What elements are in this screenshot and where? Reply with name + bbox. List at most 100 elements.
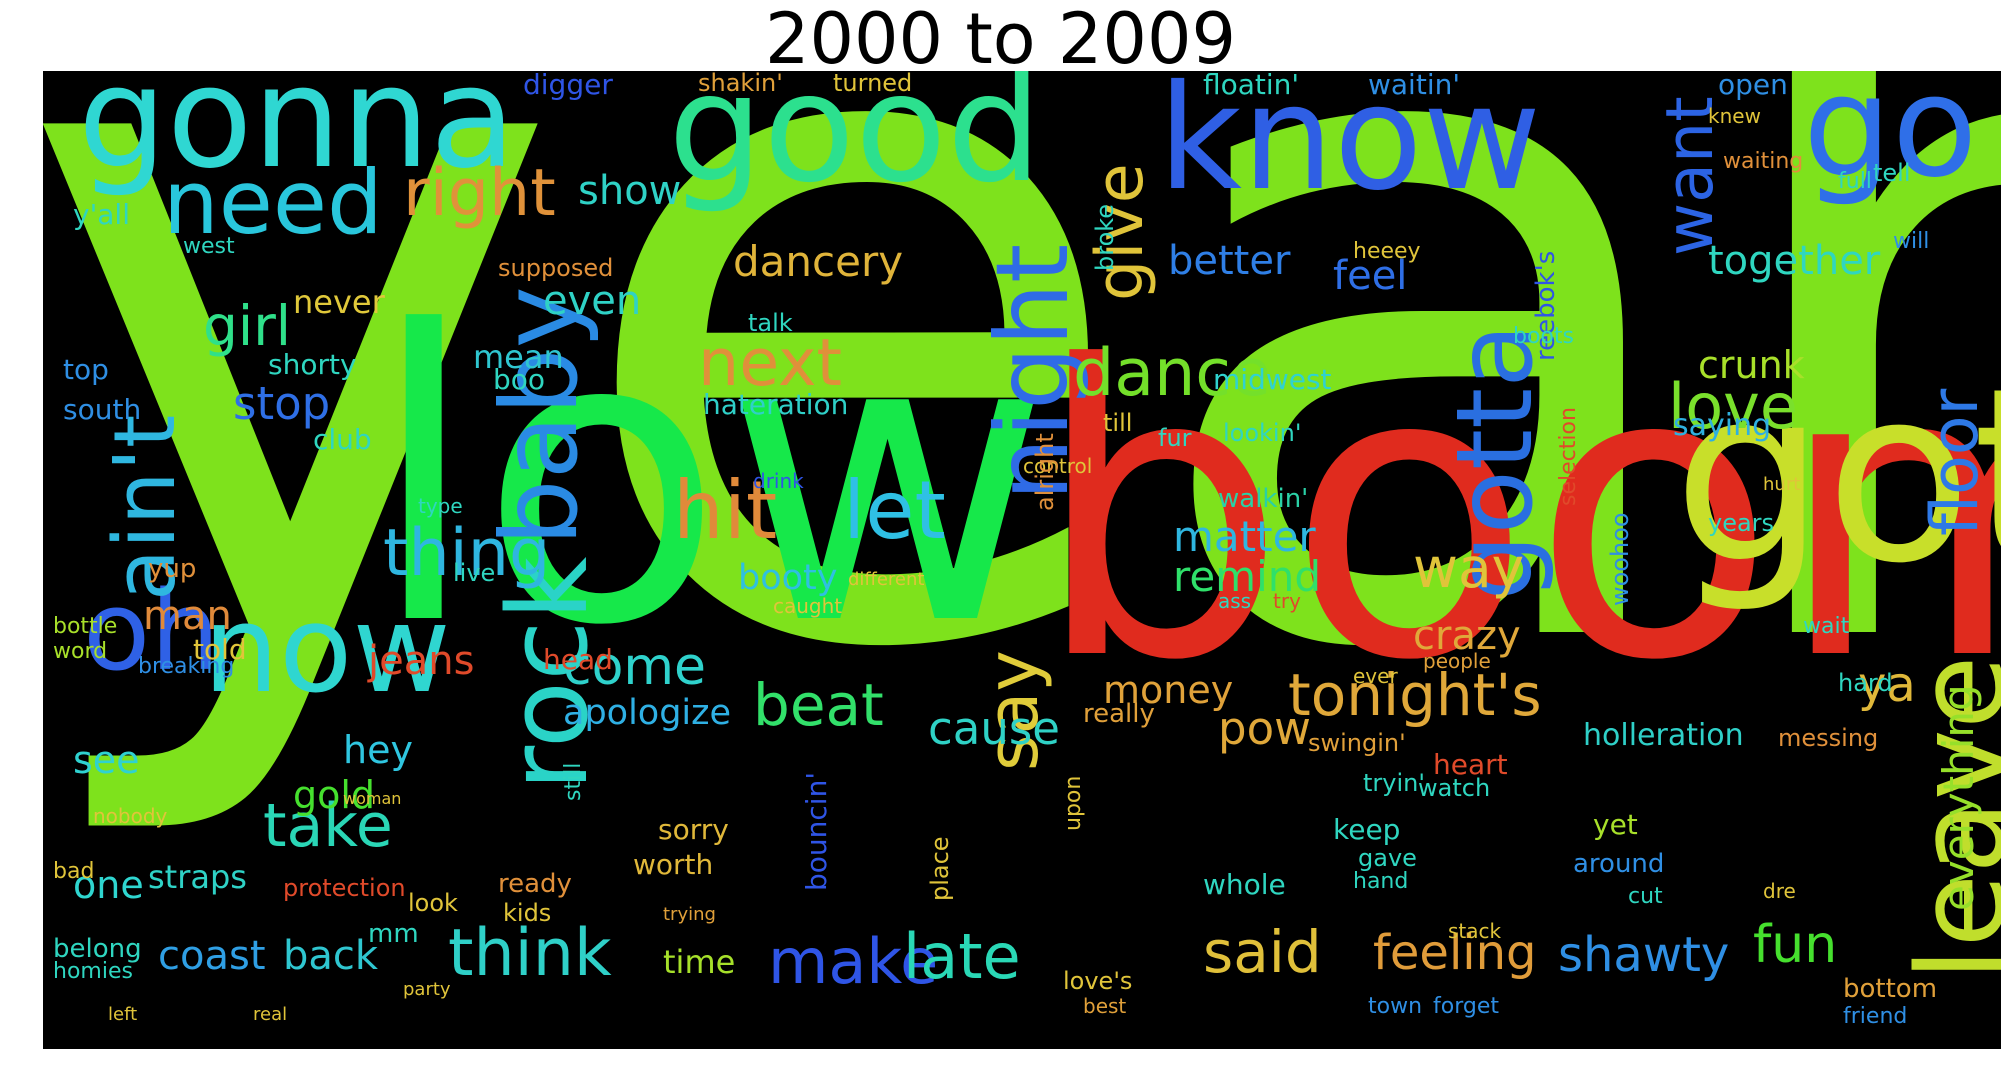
word-forget: forget: [1433, 994, 1499, 1019]
word-friend: friend: [1843, 1004, 1908, 1029]
word-yup: yup: [148, 554, 197, 584]
word-till: till: [1103, 409, 1133, 437]
word-dre: dre: [1763, 879, 1796, 903]
word-best: best: [1083, 994, 1127, 1018]
word-hurt: hurt: [1763, 474, 1801, 495]
word-shorty: shorty: [268, 348, 357, 381]
word-kids: kids: [503, 899, 552, 927]
word-dancery: dancery: [733, 237, 904, 286]
word-cut: cut: [1628, 884, 1663, 909]
word-love: love: [1668, 370, 1798, 443]
word-still: still: [561, 762, 586, 801]
word-years: years: [1708, 509, 1775, 537]
word-together: together: [1708, 238, 1881, 284]
word-word: word: [53, 639, 108, 664]
word-late: late: [903, 920, 1021, 993]
word-remind: remind: [1173, 552, 1322, 601]
word-shawty: shawty: [1558, 927, 1730, 983]
word-love-s: love's: [1063, 967, 1133, 995]
word-yet: yet: [1593, 808, 1638, 841]
word-watch: watch: [1418, 774, 1491, 802]
word-said: said: [1203, 918, 1322, 986]
word-gave: gave: [1358, 844, 1417, 872]
word-south: south: [63, 393, 142, 426]
word-bad: bad: [53, 859, 95, 884]
word-lookin: lookin': [1223, 419, 1302, 447]
word-tonight-s: tonight's: [1288, 661, 1542, 729]
word-everything: everything: [1934, 684, 1983, 911]
word-floatin: floatin': [1203, 71, 1300, 101]
word-baby: baby: [479, 286, 601, 546]
word-feeling: feeling: [1373, 925, 1537, 981]
word-told: told: [193, 633, 247, 666]
word-time: time: [663, 943, 736, 981]
word-got: got: [1673, 336, 2001, 616]
word-boo: boo: [493, 363, 546, 396]
word-way: way: [1413, 536, 1525, 600]
word-woohoo: woohoo: [1606, 512, 1634, 606]
word-make: make: [768, 925, 939, 998]
word-matter: matter: [1173, 512, 1316, 561]
word-broke: broke: [1091, 203, 1119, 271]
word-really: really: [1083, 699, 1155, 729]
word-cloud-canvas: yeahlowboom gonna good know go got need right no…: [43, 71, 2001, 1049]
word-left: left: [108, 1004, 138, 1025]
word-bottom: bottom: [1843, 974, 1938, 1004]
word-hit: hit: [673, 464, 778, 557]
word-hateration: hateration: [703, 388, 849, 421]
word-straps: straps: [148, 858, 247, 896]
word-drink: drink: [753, 469, 804, 493]
word-open: open: [1718, 71, 1788, 101]
word-wait: wait: [1803, 614, 1850, 639]
word-hey: hey: [343, 728, 413, 772]
word-low: low: [368, 248, 1052, 713]
word-keep: keep: [1333, 813, 1401, 846]
word-hard: hard: [1838, 669, 1893, 697]
word-waitin: waitin': [1368, 71, 1461, 101]
word-y-all: y'all: [73, 198, 130, 231]
word-need: need: [163, 151, 383, 254]
word-dance: dance: [1073, 336, 1272, 411]
word-nobody: nobody: [93, 804, 168, 828]
word-selection: selection: [1556, 407, 1581, 506]
word-money: money: [1103, 668, 1234, 712]
word-jeans: jeans: [368, 638, 475, 684]
word-show: show: [578, 168, 682, 214]
word-digger: digger: [523, 71, 613, 101]
word-crunk: crunk: [1698, 343, 1805, 387]
word-midwest: midwest: [1213, 363, 1332, 396]
word-coast: coast: [158, 933, 266, 979]
word-whole: whole: [1203, 868, 1286, 901]
word-oh: oh: [83, 567, 221, 695]
word-party: party: [403, 979, 451, 1000]
word-club: club: [313, 423, 372, 456]
word-protection: protection: [283, 874, 406, 902]
word-homies: homies: [53, 959, 133, 984]
word-breaking: breaking: [138, 654, 235, 679]
word-gonna: gonna: [78, 71, 516, 200]
word-fun: fun: [1753, 915, 1838, 975]
word-trying: trying: [663, 904, 716, 925]
word-stop: stop: [233, 377, 331, 430]
word-walkin: walkin': [1218, 484, 1309, 514]
word-now: now: [203, 581, 451, 720]
word-caught: caught: [773, 594, 843, 618]
word-type: type: [418, 494, 463, 518]
word-fur: fur: [1158, 424, 1192, 452]
word-ya: ya: [1858, 657, 1916, 713]
word-think: think: [448, 916, 612, 991]
word-west: west: [183, 234, 235, 259]
word-waiting: waiting: [1723, 149, 1804, 174]
word-know: know: [1158, 71, 1542, 223]
word-sorry: sorry: [658, 813, 729, 846]
word-mean: mean: [473, 338, 564, 376]
word-alright: alright: [1031, 433, 1059, 511]
word-feel: feel: [1333, 253, 1408, 299]
word-live: live: [453, 559, 496, 587]
word-next: next: [698, 326, 842, 401]
word-gold: gold: [293, 773, 376, 817]
word-go: go: [1803, 71, 1978, 209]
word-never: never: [293, 283, 385, 321]
word-yeah: yeah: [43, 71, 2001, 852]
word-try: try: [1273, 589, 1301, 613]
